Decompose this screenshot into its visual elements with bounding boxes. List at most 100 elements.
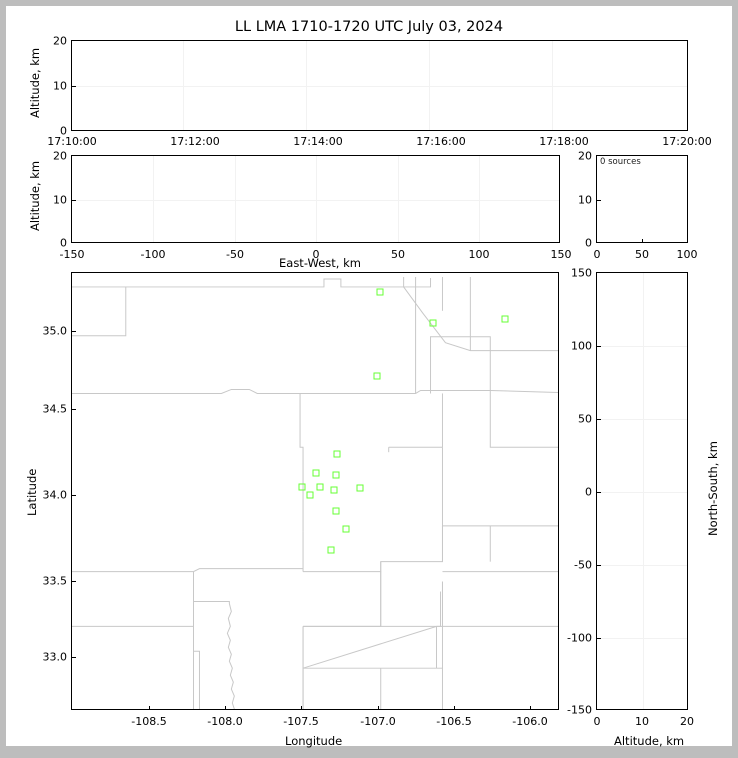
ytick-mark [597, 419, 601, 420]
ytick-mark [72, 331, 76, 332]
xtick-label: 17:12:00 [170, 135, 220, 148]
xtick-label: -106.5 [436, 715, 472, 728]
ytick-label: -100 [567, 631, 592, 645]
lma-source-marker [332, 471, 340, 479]
north-south-height-panel[interactable] [596, 272, 688, 710]
gridline [597, 419, 687, 420]
ytick-label: 0 [60, 124, 67, 138]
gridline [597, 638, 687, 639]
ytick-label: 0 [585, 236, 592, 250]
xtick-label: 0 [312, 248, 320, 261]
map-panel[interactable] [71, 272, 559, 710]
gridline [316, 156, 317, 242]
figure-canvas: LL LMA 1710-1720 UTC July 03, 2024 20 10… [6, 6, 732, 748]
xtick-mark [149, 706, 150, 710]
ytick-label: -50 [574, 558, 592, 572]
xtick-label: -50 [226, 248, 244, 261]
xtick-label: 17:10:00 [47, 135, 97, 148]
lma-source-marker [316, 483, 324, 491]
xtick-label: -150 [59, 248, 85, 261]
sources-histogram-panel[interactable]: 0 sources [596, 155, 688, 243]
lma-source-marker [330, 486, 338, 494]
north-south-ylabel: North-South, km [706, 441, 720, 536]
gridline [479, 156, 480, 242]
xtick-label: 20 [680, 715, 694, 728]
ytick-label: 20 [53, 34, 67, 48]
time-height-panel[interactable] [71, 40, 688, 131]
ytick-label: 10 [53, 79, 67, 93]
lma-source-marker [373, 372, 381, 380]
xtick-mark [530, 706, 531, 710]
north-south-xlabel: Altitude, km [614, 734, 685, 748]
ytick-label: 100 [571, 339, 592, 353]
ytick-mark [72, 409, 76, 410]
east-west-height-ylabel: Altitude, km [28, 160, 42, 231]
xtick-label: -107.0 [360, 715, 396, 728]
ytick-label: 34.0 [42, 488, 68, 502]
xtick-label: 10 [635, 715, 649, 728]
xtick-label: 17:14:00 [293, 135, 343, 148]
xtick-label: -108.5 [131, 715, 167, 728]
ytick-label: 0 [585, 485, 592, 499]
xtick-label: -100 [140, 248, 166, 261]
gridline [183, 41, 184, 130]
xtick-label: 150 [550, 248, 572, 261]
lma-source-marker [333, 450, 341, 458]
xtick-mark [378, 706, 379, 710]
ytick-label: 10 [578, 193, 592, 207]
ytick-label: 34.5 [42, 402, 68, 416]
gridline [429, 41, 430, 130]
xtick-label: 17:20:00 [662, 135, 712, 148]
xtick-label: 0 [593, 248, 601, 261]
lma-source-marker [327, 546, 335, 554]
ytick-mark [72, 657, 76, 658]
lma-source-marker [312, 469, 320, 477]
xtick-label: -108.0 [207, 715, 243, 728]
ytick-mark [597, 638, 601, 639]
lma-source-marker [429, 319, 437, 327]
xtick-label: 17:16:00 [416, 135, 466, 148]
map-xlabel: Longitude [285, 734, 343, 748]
map-ylabel: Latitude [25, 468, 39, 516]
state-county-boundaries [72, 276, 558, 709]
gridline [235, 156, 236, 242]
ytick-label: 50 [578, 412, 592, 426]
gridline [597, 492, 687, 493]
gridline [597, 346, 687, 347]
time-height-ylabel: Altitude, km [28, 47, 42, 118]
ytick-label: 33.5 [42, 574, 68, 588]
xtick-mark [642, 239, 643, 243]
ytick-label: 33.0 [42, 650, 68, 664]
ytick-mark [597, 565, 601, 566]
ytick-mark [597, 200, 601, 201]
gridline [398, 156, 399, 242]
xtick-label: 50 [391, 248, 405, 261]
lma-source-marker [376, 288, 384, 296]
xtick-label: -107.5 [283, 715, 319, 728]
ytick-mark [72, 200, 76, 201]
ytick-label: 20 [578, 149, 592, 163]
gridline [72, 200, 559, 201]
gridline [597, 565, 687, 566]
xtick-mark [454, 706, 455, 710]
xtick-label: 0 [593, 715, 601, 728]
ytick-label: 35.0 [42, 324, 68, 338]
gridline [153, 156, 154, 242]
ytick-mark [72, 581, 76, 582]
east-west-xlabel: East-West, km [279, 256, 361, 270]
lma-source-marker [306, 491, 314, 499]
ytick-mark [597, 492, 601, 493]
sources-count-annotation: 0 sources [600, 157, 641, 167]
gridline [643, 273, 644, 709]
ytick-label: 0 [60, 236, 67, 250]
xtick-label: 50 [635, 248, 649, 261]
east-west-height-panel[interactable] [71, 155, 560, 243]
gridline [72, 86, 687, 87]
gridline [306, 41, 307, 130]
xtick-mark [301, 706, 302, 710]
lma-source-marker [501, 315, 509, 323]
xtick-label: -106.0 [512, 715, 548, 728]
ytick-label: -150 [567, 703, 592, 717]
lma-source-marker [298, 483, 306, 491]
